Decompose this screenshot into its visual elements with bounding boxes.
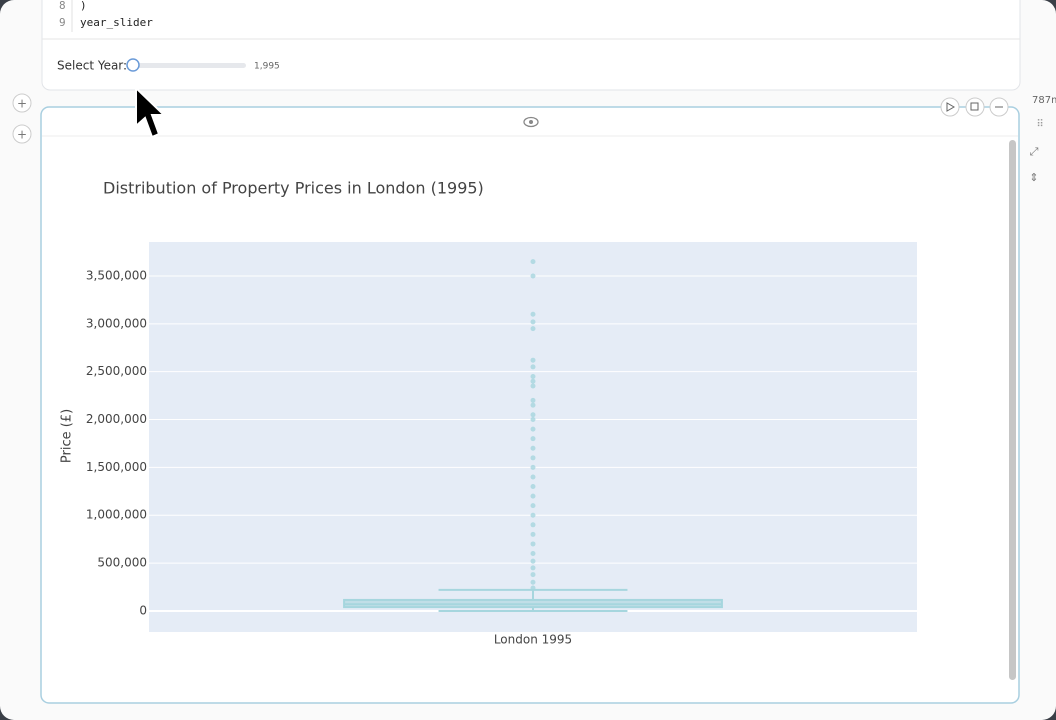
mouse-cursor	[135, 85, 167, 139]
eye-icon[interactable]	[523, 116, 539, 128]
outlier	[530, 579, 536, 585]
outlier	[530, 558, 536, 564]
add-cell-button[interactable]	[12, 124, 32, 144]
outlier	[530, 551, 536, 557]
slider-label: Select Year:	[57, 59, 127, 73]
outlier	[530, 402, 536, 408]
y-tick-label: 0	[139, 603, 147, 617]
outlier	[530, 493, 536, 499]
slider-value: 1,995	[254, 62, 280, 72]
icon: +	[17, 97, 27, 111]
outlier	[530, 364, 536, 370]
outlier	[530, 373, 536, 379]
outlier	[530, 311, 536, 317]
code-cell	[41, 0, 1021, 91]
add-cell-button[interactable]	[12, 93, 32, 113]
scrollbar[interactable]	[1009, 140, 1016, 680]
outlier	[530, 259, 536, 265]
y-tick-label: 2,000,000	[86, 412, 147, 426]
outlier	[530, 378, 536, 384]
outlier	[530, 445, 536, 451]
outlier	[530, 383, 536, 389]
line-number: 8	[59, 0, 66, 12]
drag-icon[interactable]: ⠿	[1036, 119, 1043, 130]
icon	[970, 102, 979, 111]
outlier	[530, 357, 536, 363]
outlier	[530, 572, 536, 578]
outlier	[530, 273, 536, 279]
outlier	[530, 565, 536, 571]
outlier	[530, 474, 536, 480]
icon: +	[17, 128, 27, 142]
chart: Distribution of Property Prices in Londo…	[60, 179, 917, 647]
chart-title: Distribution of Property Prices in Londo…	[103, 179, 484, 198]
outlier	[530, 585, 536, 591]
y-axis-label: Price (£)	[60, 409, 75, 463]
run-button[interactable]	[940, 97, 960, 117]
outlier	[530, 417, 536, 423]
slider-track[interactable]	[127, 63, 246, 68]
y-tick-label: 1,000,000	[86, 508, 147, 522]
expand-icon[interactable]: ⤢	[1030, 145, 1039, 158]
outlier	[530, 484, 536, 490]
slider-thumb[interactable]	[126, 58, 140, 72]
side-text: 787m	[1032, 95, 1056, 106]
outlier	[530, 397, 536, 403]
outlier	[530, 412, 536, 418]
outlier	[530, 522, 536, 528]
y-tick-label: 1,500,000	[86, 460, 147, 474]
outlier	[530, 464, 536, 470]
outlier	[530, 503, 536, 509]
code-line: )	[80, 0, 87, 12]
x-tick-label: London 1995	[494, 633, 572, 647]
outlier	[530, 319, 536, 325]
y-tick-label: 500,000	[97, 556, 147, 570]
outlier	[530, 436, 536, 442]
outlier	[530, 531, 536, 537]
stop-button[interactable]	[965, 97, 985, 117]
outlier	[530, 512, 536, 518]
fold-icon[interactable]: ⇕	[1029, 171, 1038, 184]
y-tick-label: 2,500,000	[86, 364, 147, 378]
icon	[946, 102, 956, 112]
y-tick-label: 3,000,000	[86, 316, 147, 330]
y-tick-label: 3,500,000	[86, 268, 147, 282]
line-number: 9	[59, 16, 66, 29]
outlier	[530, 541, 536, 547]
outlier	[530, 326, 536, 332]
outlier	[530, 455, 536, 461]
code-line: year_slider	[80, 16, 153, 29]
outlier	[530, 426, 536, 432]
eye-icon-pupil	[529, 120, 533, 124]
